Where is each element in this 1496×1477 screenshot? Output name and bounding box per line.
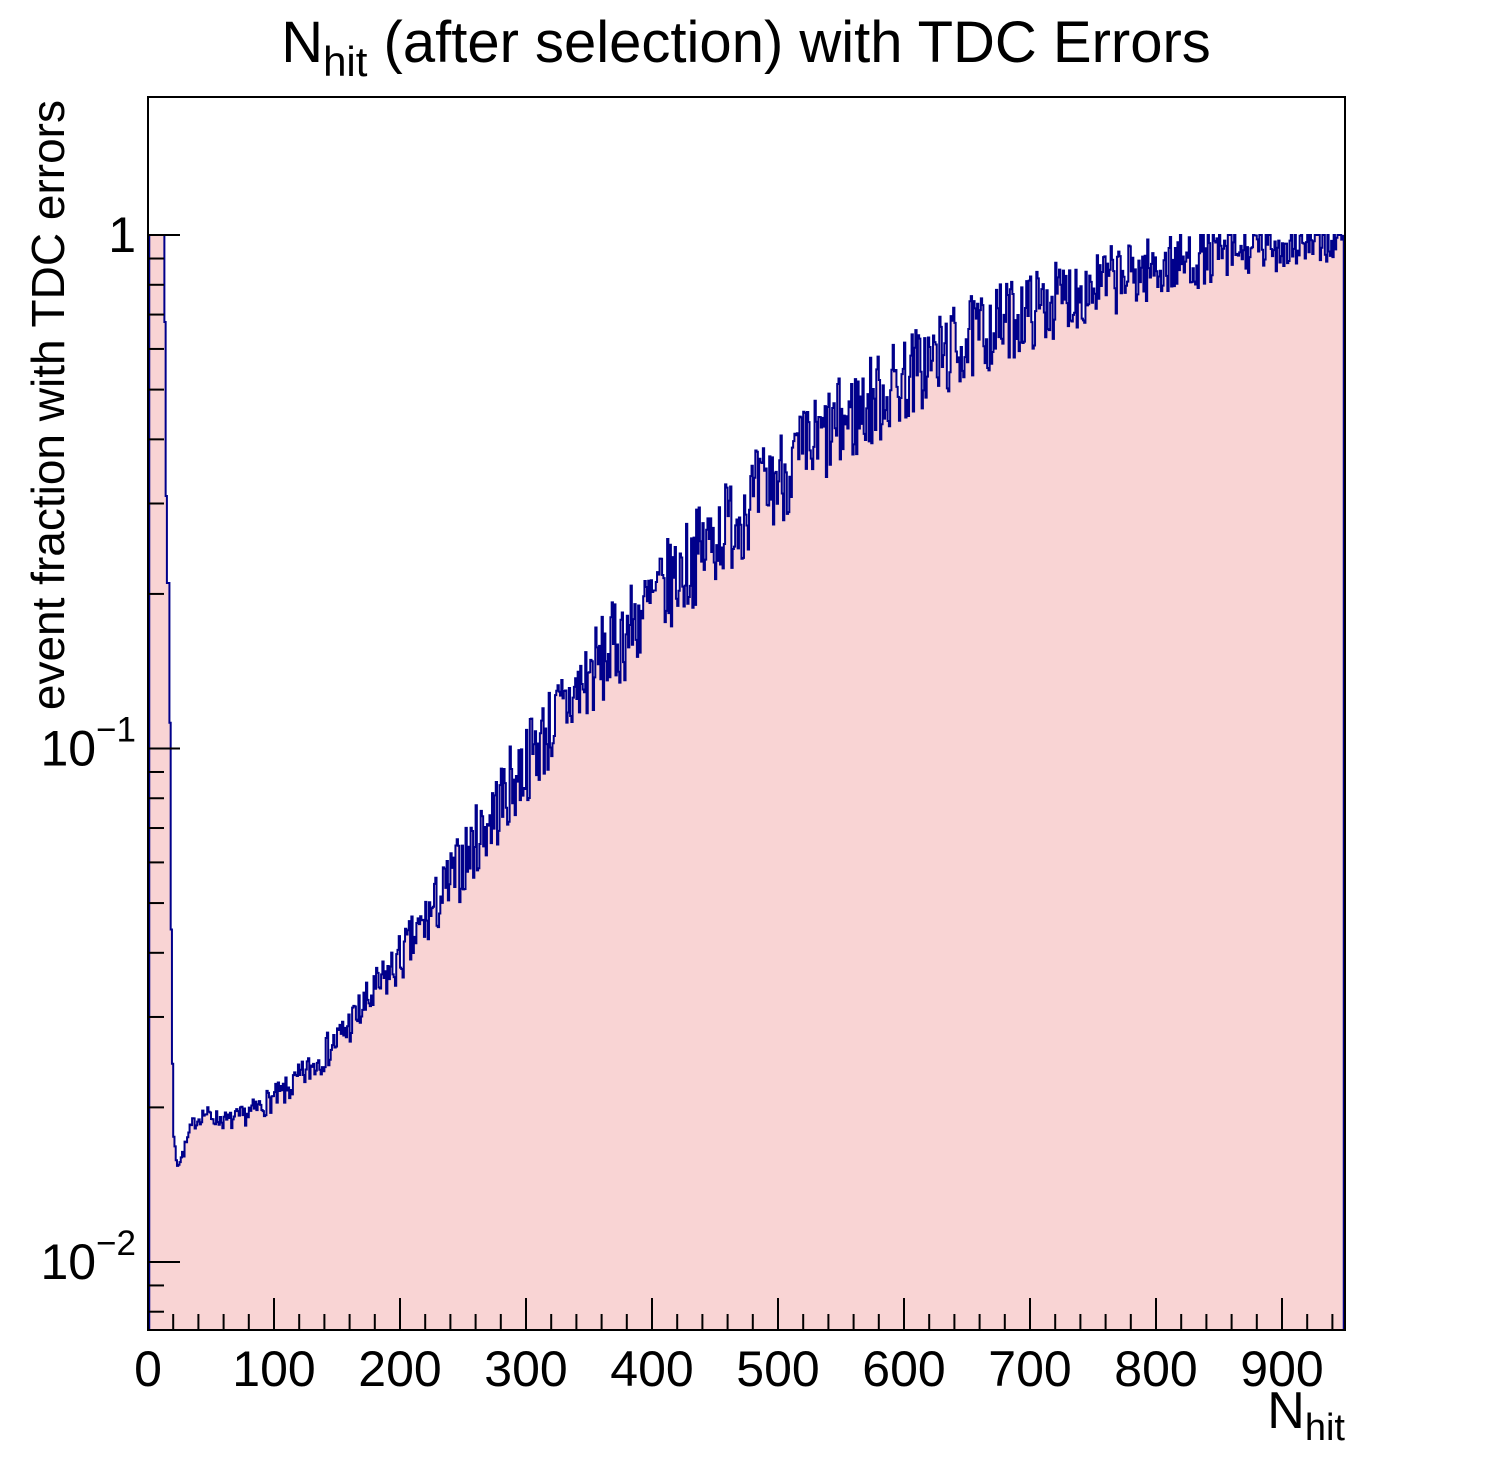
x-tick-label: 200 bbox=[358, 1341, 441, 1397]
axis-ticks bbox=[147, 234, 1334, 1330]
x-tick-label: 600 bbox=[862, 1341, 945, 1397]
y-tick-mantissa: 10 bbox=[40, 720, 96, 776]
histogram-series bbox=[147, 234, 1345, 1331]
chart-title-sub: hit bbox=[323, 38, 368, 85]
x-tick-label: 300 bbox=[484, 1341, 567, 1397]
y-tick-label: 10−1 bbox=[40, 710, 136, 776]
x-tick-label: 0 bbox=[134, 1341, 162, 1397]
chart-title: Nhit (after selection) with TDC Errors bbox=[281, 10, 1211, 85]
x-axis-title-sub: hit bbox=[1305, 1407, 1346, 1449]
chart-title-pre: N bbox=[281, 10, 323, 75]
y-tick-mantissa: 1 bbox=[108, 207, 136, 263]
x-axis-title-pre: N bbox=[1267, 1382, 1305, 1440]
x-axis-title: Nhit bbox=[1267, 1382, 1345, 1449]
x-tick-label: 700 bbox=[988, 1341, 1071, 1397]
chart-title-post: (after selection) with TDC Errors bbox=[367, 10, 1210, 75]
y-tick-exponent: −1 bbox=[96, 710, 136, 749]
x-tick-label: 800 bbox=[1114, 1341, 1197, 1397]
x-tick-label: 500 bbox=[736, 1341, 819, 1397]
y-tick-label: 1 bbox=[108, 207, 136, 263]
y-tick-exponent: −2 bbox=[96, 1224, 136, 1263]
x-tick-label: 900 bbox=[1240, 1341, 1323, 1397]
y-axis-title: event fraction with TDC errors bbox=[22, 100, 74, 710]
y-tick-mantissa: 10 bbox=[40, 1234, 96, 1290]
plot-frame bbox=[147, 96, 1346, 1331]
y-tick-label: 10−2 bbox=[40, 1224, 136, 1290]
x-tick-label: 100 bbox=[232, 1341, 315, 1397]
x-tick-label: 400 bbox=[610, 1341, 693, 1397]
